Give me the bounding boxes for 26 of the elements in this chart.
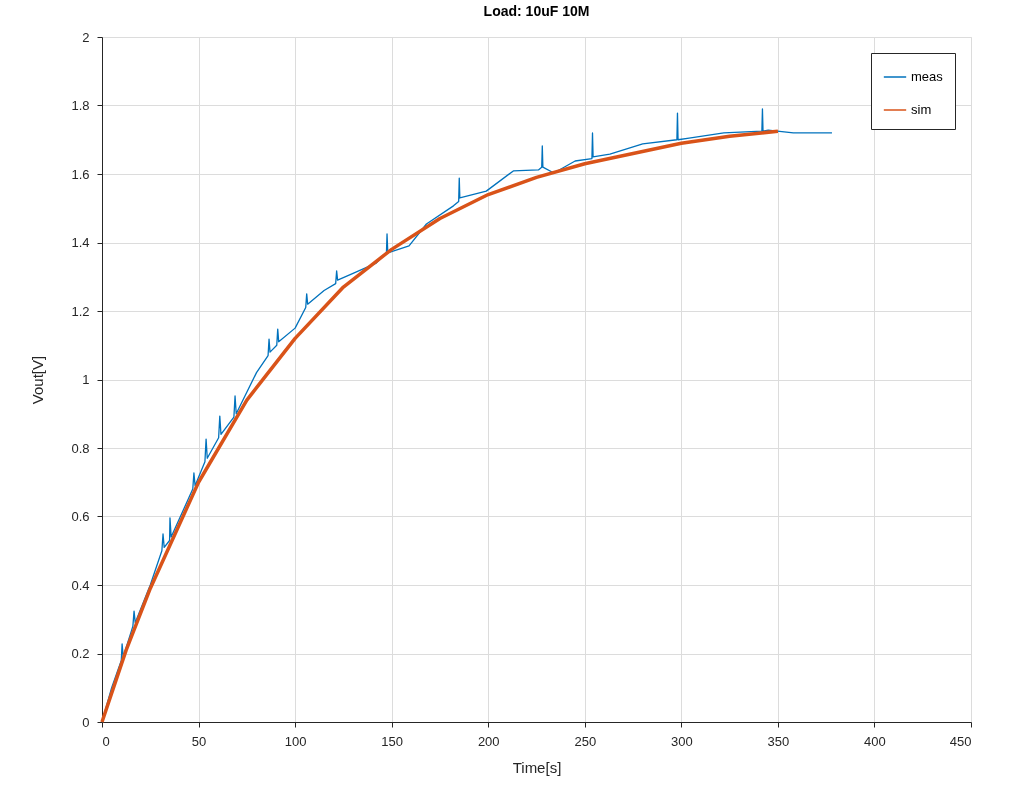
y-tick-label: 0.4	[71, 577, 90, 593]
legend-label: sim	[911, 102, 932, 117]
x-tick-label: 100	[284, 733, 307, 749]
x-tick-label: 0	[102, 733, 110, 749]
legend-label: meas	[911, 69, 944, 84]
x-tick-label: 300	[670, 733, 693, 749]
y-tick-label: 2	[82, 29, 90, 45]
x-tick-label: 250	[574, 733, 597, 749]
y-tick-label: 1.8	[71, 98, 90, 113]
y-tick-label: 0	[82, 714, 90, 730]
y-tick-label: 1.2	[71, 303, 90, 319]
x-axis-title: Time[s]	[512, 758, 562, 776]
y-tick-label: 1	[82, 372, 90, 387]
x-tick-label: 350	[767, 733, 790, 749]
x-tick-label: 400	[864, 733, 886, 749]
x-tick-label: 150	[381, 733, 404, 749]
y-tick-label: 1.6	[71, 166, 90, 182]
x-tick-label: 200	[477, 733, 500, 749]
chart-title: Load: 10uF 10M	[483, 3, 590, 19]
x-tick-label: 450	[949, 733, 972, 749]
x-tick-label: 50	[191, 733, 207, 749]
y-tick-label: 0.8	[71, 440, 90, 456]
y-tick-label: 0.6	[71, 509, 90, 524]
y-tick-label: 0.2	[71, 646, 90, 661]
y-axis-title: Vout[V]	[29, 355, 47, 405]
y-tick-label: 1.4	[71, 235, 90, 250]
